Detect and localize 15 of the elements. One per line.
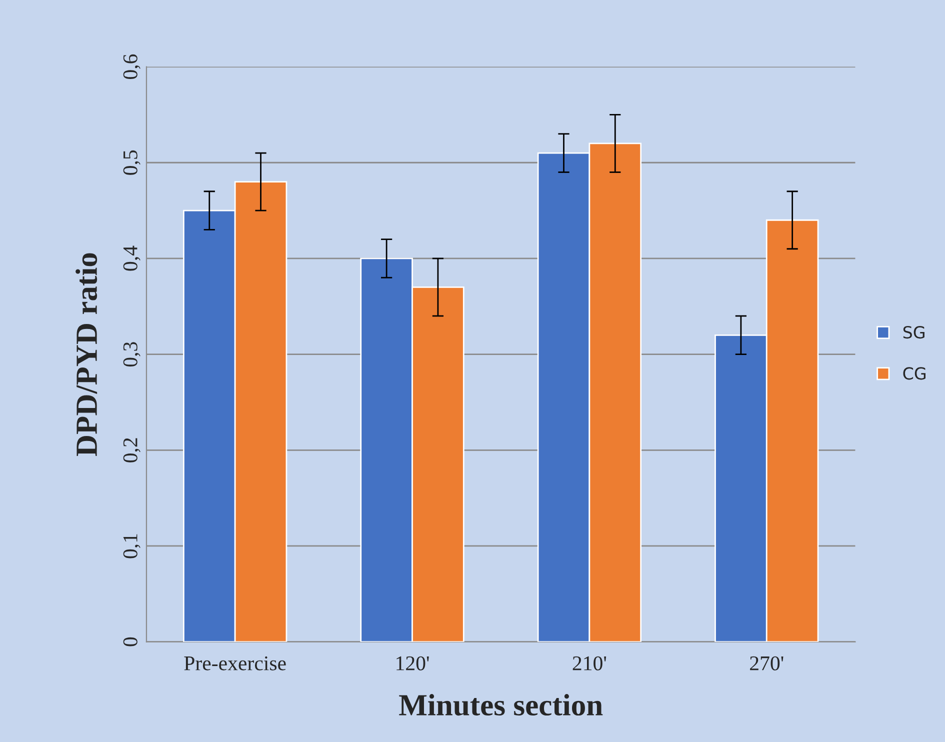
- x-tick-label: 210': [572, 656, 606, 670]
- y-tick-label: 0,1: [123, 534, 140, 558]
- x-axis-title: Minutes section: [399, 694, 603, 716]
- y-tick-label: 0,6: [123, 54, 140, 80]
- x-tick-label: 120': [396, 656, 429, 670]
- y-axis-title: DPD/PYD ratio: [76, 253, 98, 456]
- x-tick-label: 270': [750, 656, 784, 670]
- y-tick-label: 0,5: [123, 150, 140, 175]
- x-tick-label: Pre-exercise: [184, 656, 286, 670]
- y-tick-label: 0,4: [123, 246, 140, 271]
- legend-label: CG: [903, 367, 926, 380]
- legend-label: SG: [903, 326, 924, 339]
- y-tick-label: 0,2: [123, 438, 140, 462]
- y-tick-label: 0,3: [123, 342, 140, 367]
- y-tick-label: 0: [123, 637, 138, 646]
